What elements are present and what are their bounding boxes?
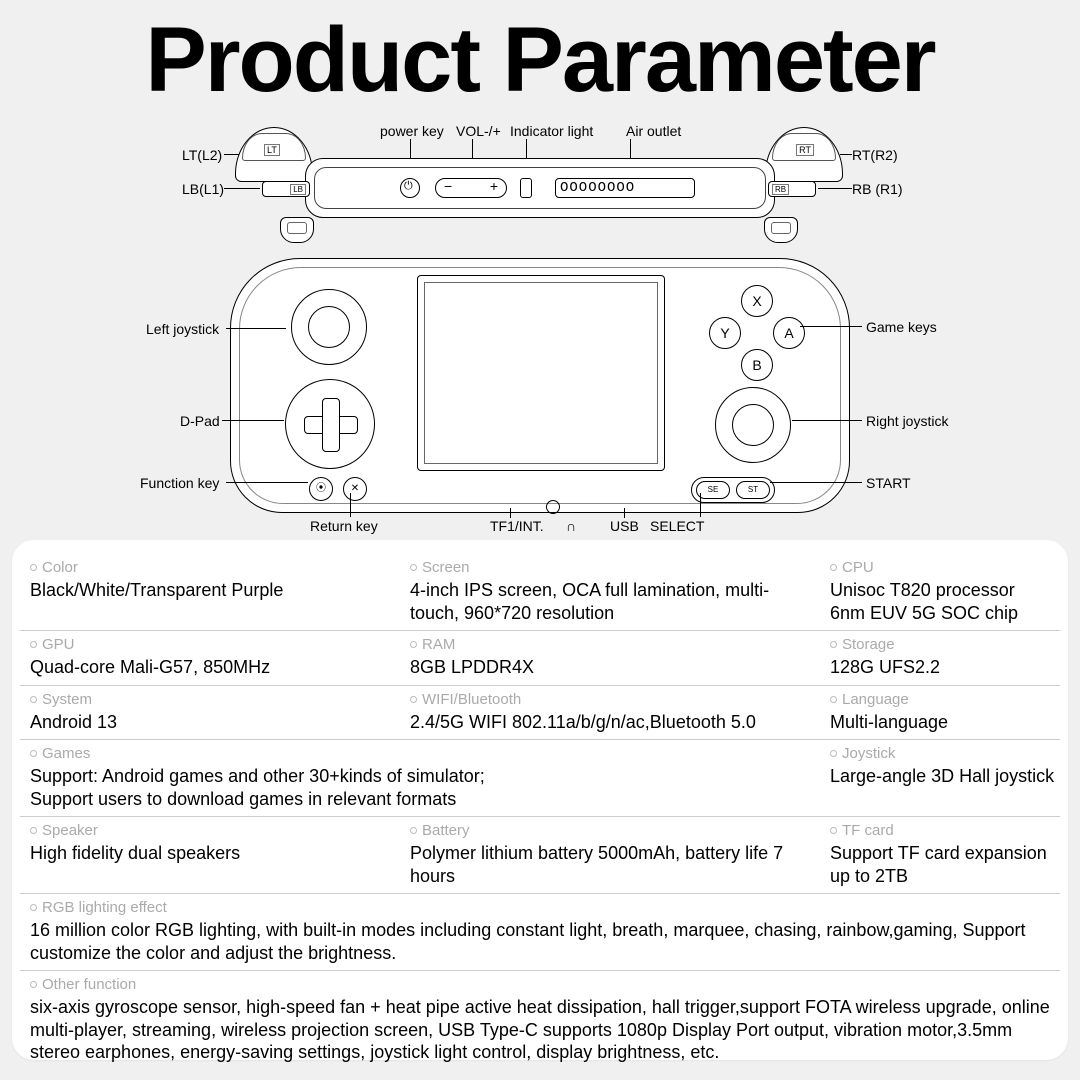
spec-label: GPU bbox=[30, 636, 390, 653]
air-vent-icon: OOOOOOOO bbox=[555, 178, 695, 198]
label-select: SELECT bbox=[650, 518, 704, 534]
label-right-joystick: Right joystick bbox=[866, 413, 948, 429]
stick-stub-r bbox=[764, 217, 798, 243]
spec-row: Games Support: Android games and other 30… bbox=[20, 740, 1060, 817]
dpad-icon bbox=[285, 379, 375, 469]
spec-label: Storage bbox=[830, 636, 1050, 653]
spec-value: Unisoc T820 processor 6nm EUV 5G SOC chi… bbox=[830, 579, 1050, 624]
spec-cell: TF card Support TF card expansion up to 2… bbox=[820, 822, 1060, 887]
label-lb: LB(L1) bbox=[182, 181, 224, 197]
spec-cell: Language Multi-language bbox=[820, 691, 1060, 734]
spec-cell: Speaker High fidelity dual speakers bbox=[20, 822, 400, 887]
bumper-rb: RB bbox=[768, 181, 816, 197]
label-return: Return key bbox=[310, 518, 378, 534]
label-power: power key bbox=[380, 123, 444, 139]
spec-cell: Storage 128G UFS2.2 bbox=[820, 636, 1060, 679]
spec-label: CPU bbox=[830, 559, 1050, 576]
abxy-icon: X Y A B bbox=[709, 285, 805, 381]
label-rt: RT(R2) bbox=[852, 147, 898, 163]
top-body bbox=[305, 158, 775, 218]
headphone-icon bbox=[546, 500, 560, 514]
spec-row: GPU Quad-core Mali-G57, 850MHz RAM 8GB LPDD… bbox=[20, 631, 1060, 686]
spec-label: System bbox=[30, 691, 390, 708]
label-rb: RB (R1) bbox=[852, 181, 903, 197]
spec-value: Android 13 bbox=[30, 711, 390, 734]
right-joystick-icon bbox=[715, 387, 791, 463]
spec-value: Polymer lithium battery 5000mAh, battery… bbox=[410, 842, 810, 887]
spec-cell: Screen 4-inch IPS screen, OCA full lamina… bbox=[400, 559, 820, 624]
page-title: Product Parameter bbox=[0, 0, 1080, 113]
spec-value: Support: Android games and other 30+kind… bbox=[30, 765, 810, 810]
spec-value: Support TF card expansion up to 2TB bbox=[830, 842, 1050, 887]
label-game-keys: Game keys bbox=[866, 319, 937, 335]
spec-row: Color Black/White/Transparent Purple Scree… bbox=[20, 554, 1060, 631]
spec-label: Color bbox=[30, 559, 390, 576]
spec-value: Black/White/Transparent Purple bbox=[30, 579, 390, 602]
spec-label: Other function bbox=[30, 976, 1050, 993]
label-left-joystick: Left joystick bbox=[146, 321, 219, 337]
label-fn: Function key bbox=[140, 475, 219, 491]
trigger-lt: LT bbox=[235, 127, 313, 182]
spec-value: Large-angle 3D Hall joystick bbox=[830, 765, 1080, 788]
spec-row: Other function six-axis gyroscope sensor,… bbox=[20, 971, 1060, 1070]
spec-label: Language bbox=[830, 691, 1050, 708]
spec-value: Quad-core Mali-G57, 850MHz bbox=[30, 656, 390, 679]
spec-value: six-axis gyroscope sensor, high-speed fa… bbox=[30, 996, 1050, 1064]
spec-cell: GPU Quad-core Mali-G57, 850MHz bbox=[20, 636, 400, 679]
spec-row: RGB lighting effect 16 million color RGB … bbox=[20, 894, 1060, 971]
spec-cell: Games Support: Android games and other 30… bbox=[20, 745, 820, 810]
front-body: X Y A B ⦿ ✕ SE ST bbox=[230, 258, 850, 513]
spec-label: RAM bbox=[410, 636, 810, 653]
spec-value: 8GB LPDDR4X bbox=[410, 656, 810, 679]
label-tf: TF1/INT. bbox=[490, 518, 544, 534]
spec-value: 16 million color RGB lighting, with buil… bbox=[30, 919, 1050, 964]
label-usb: USB bbox=[610, 518, 639, 534]
spec-row: System Android 13 WIFI/Bluetooth 2.4/5G WIF… bbox=[20, 686, 1060, 741]
spec-label: RGB lighting effect bbox=[30, 899, 1050, 916]
product-diagram: power key VOL-/+ Indicator light Air out… bbox=[0, 113, 1080, 538]
spec-label: Joystick bbox=[830, 745, 1080, 762]
spec-cell: Battery Polymer lithium battery 5000mAh, … bbox=[400, 822, 820, 887]
spec-cell: CPU Unisoc T820 processor 6nm EUV 5G SOC … bbox=[820, 559, 1060, 624]
spec-table: Color Black/White/Transparent Purple Scree… bbox=[12, 540, 1068, 1060]
spec-label: Speaker bbox=[30, 822, 390, 839]
spec-value: 2.4/5G WIFI 802.11a/b/g/n/ac,Bluetooth 5… bbox=[410, 711, 810, 734]
spec-cell: RGB lighting effect 16 million color RGB … bbox=[20, 899, 1060, 964]
label-air: Air outlet bbox=[626, 123, 681, 139]
label-start: START bbox=[866, 475, 911, 491]
spec-value: High fidelity dual speakers bbox=[30, 842, 390, 865]
spec-cell: Color Black/White/Transparent Purple bbox=[20, 559, 400, 624]
spec-cell: System Android 13 bbox=[20, 691, 400, 734]
spec-row: Speaker High fidelity dual speakers Batter… bbox=[20, 817, 1060, 894]
select-start-icon: SE ST bbox=[691, 477, 775, 503]
spec-label: Screen bbox=[410, 559, 810, 576]
spec-label: WIFI/Bluetooth bbox=[410, 691, 810, 708]
spec-cell: Other function six-axis gyroscope sensor,… bbox=[20, 976, 1060, 1064]
spec-label: Battery bbox=[410, 822, 810, 839]
return-key-icon: ✕ bbox=[343, 477, 367, 501]
label-indicator: Indicator light bbox=[510, 123, 593, 139]
function-key-icon: ⦿ bbox=[309, 477, 333, 501]
label-dpad: D-Pad bbox=[180, 413, 220, 429]
indicator-icon bbox=[520, 178, 532, 198]
trigger-rt: RT bbox=[765, 127, 843, 182]
label-lt: LT(L2) bbox=[182, 147, 222, 163]
stick-stub-l bbox=[280, 217, 314, 243]
power-button-icon bbox=[400, 178, 420, 198]
label-vol: VOL-/+ bbox=[456, 123, 501, 139]
screen-outline bbox=[417, 275, 665, 471]
spec-value: Multi-language bbox=[830, 711, 1050, 734]
left-joystick-icon bbox=[291, 289, 367, 365]
spec-value: 4-inch IPS screen, OCA full lamination, … bbox=[410, 579, 810, 624]
spec-cell: RAM 8GB LPDDR4X bbox=[400, 636, 820, 679]
bumper-lb: LB bbox=[262, 181, 310, 197]
spec-label: TF card bbox=[830, 822, 1050, 839]
volume-rocker-icon bbox=[435, 178, 507, 198]
spec-label: Games bbox=[30, 745, 810, 762]
spec-value: 128G UFS2.2 bbox=[830, 656, 1050, 679]
spec-cell: WIFI/Bluetooth 2.4/5G WIFI 802.11a/b/g/n/… bbox=[400, 691, 820, 734]
spec-cell: Joystick Large-angle 3D Hall joystick bbox=[820, 745, 1080, 810]
label-hp: ∩ bbox=[566, 518, 576, 534]
